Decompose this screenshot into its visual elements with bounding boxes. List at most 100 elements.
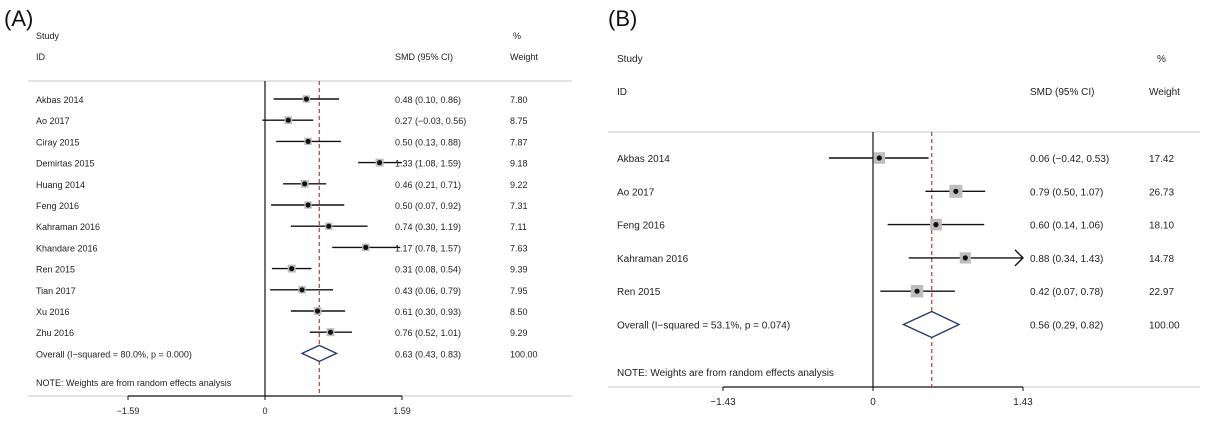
study-name: Ao 2017 <box>617 187 655 198</box>
header-smd: SMD (95% CI) <box>395 52 453 62</box>
header-id: ID <box>617 87 627 98</box>
study-point <box>914 288 920 294</box>
x-tick-label: 1.59 <box>393 406 411 416</box>
study-ci: 1.33 (1.08, 1.59) <box>395 159 461 169</box>
study-ci: 0.43 (0.06, 0.79) <box>395 286 461 296</box>
study-point <box>305 202 311 208</box>
x-tick-label: 1.43 <box>1013 397 1033 408</box>
study-point <box>962 255 968 261</box>
study-ci: 0.31 (0.08, 0.54) <box>395 265 461 275</box>
study-point <box>363 244 369 250</box>
header-weight: Weight <box>1149 87 1180 98</box>
study-point <box>876 155 882 161</box>
overall-weight: 100.00 <box>1149 321 1180 332</box>
header-weight: Weight <box>510 52 538 62</box>
study-weight: 9.22 <box>510 180 528 190</box>
header-percent: % <box>513 31 521 41</box>
study-ci: 0.88 (0.34, 1.43) <box>1030 254 1103 265</box>
study-name: Demirtas 2015 <box>36 159 95 169</box>
study-point <box>327 329 334 335</box>
header-percent: % <box>1157 54 1166 65</box>
overall-diamond <box>901 310 961 339</box>
x-tick-label: −1.43 <box>710 397 736 408</box>
study-point <box>314 308 321 314</box>
study-point <box>299 287 305 293</box>
study-weight: 7.63 <box>510 243 528 253</box>
study-weight: 7.31 <box>510 201 528 211</box>
study-name: Feng 2016 <box>617 221 665 232</box>
study-ci-arrow <box>1014 249 1024 267</box>
panel-label-a: (A) <box>4 6 34 31</box>
note-text: NOTE: Weights are from random effects an… <box>36 378 232 388</box>
note-text: NOTE: Weights are from random effects an… <box>617 368 834 379</box>
study-name: Xu 2016 <box>36 307 70 317</box>
study-ci: 0.61 (0.30, 0.93) <box>395 307 461 317</box>
study-name: Khandare 2016 <box>36 243 98 253</box>
overall-weight: 100.00 <box>510 349 538 359</box>
overall-ci: 0.56 (0.29, 0.82) <box>1030 321 1103 332</box>
study-name: Ao 2017 <box>36 116 70 126</box>
study-name: Ren 2015 <box>617 287 661 298</box>
study-name: Kahraman 2016 <box>617 254 689 265</box>
study-weight: 18.10 <box>1149 221 1174 232</box>
panel-label-b: (B) <box>608 6 638 31</box>
study-weight: 7.95 <box>510 286 528 296</box>
study-point <box>326 223 332 229</box>
overall-label: Overall (I−squared = 80.0%, p = 0.000) <box>36 349 192 359</box>
forest-plot-b-svg: Study ID SMD (95% CI)% Weight −1.43 0 1.43 Akba… <box>608 54 1200 408</box>
study-weight: 9.29 <box>510 328 528 338</box>
study-point <box>285 117 291 123</box>
study-point <box>289 266 295 272</box>
study-ci: 0.76 (0.52, 1.01) <box>395 328 461 338</box>
study-point <box>303 96 309 102</box>
overall-label: Overall (I−squared = 53.1%, p = 0.074) <box>617 321 790 332</box>
study-ci: 0.06 (−0.42, 0.53) <box>1030 154 1109 165</box>
study-name: Kahraman 2016 <box>36 222 100 232</box>
header-study: Study <box>617 54 643 65</box>
header-id: ID <box>36 52 46 62</box>
study-name: Zhu 2016 <box>36 328 74 338</box>
study-ci: 0.46 (0.21, 0.71) <box>395 180 461 190</box>
overall-ci: 0.63 (0.43, 0.83) <box>395 349 461 359</box>
study-name: Ciray 2015 <box>36 137 80 147</box>
forest-plot-a-svg: Study ID SMD (95% CI)% Weight −1.59 0 1.59 Akba… <box>28 31 572 416</box>
study-point <box>302 181 308 187</box>
study-name: Akbas 2014 <box>617 154 670 165</box>
study-point <box>305 138 311 144</box>
study-name: Feng 2016 <box>36 201 79 211</box>
x-tick-label: 0 <box>262 406 267 416</box>
overall-diamond <box>300 344 339 363</box>
study-weight: 14.78 <box>1149 254 1174 265</box>
study-weight: 9.39 <box>510 265 528 275</box>
x-tick-label: −1.59 <box>117 406 140 416</box>
study-weight: 22.97 <box>1149 287 1174 298</box>
study-ci: 0.60 (0.14, 1.06) <box>1030 221 1103 232</box>
study-ci: 0.50 (0.07, 0.92) <box>395 201 461 211</box>
study-ci: 0.74 (0.30, 1.19) <box>395 222 461 232</box>
study-weight: 26.73 <box>1149 187 1174 198</box>
study-weight: 17.42 <box>1149 154 1174 165</box>
study-name: Akbas 2014 <box>36 95 84 105</box>
study-name: Ren 2015 <box>36 265 75 275</box>
forest-plot-a: (A) Study ID SMD (95% CI)% Weight −1.59 0 1.59… <box>0 0 600 438</box>
study-point <box>376 160 383 166</box>
study-point <box>933 222 939 228</box>
study-ci: 0.50 (0.13, 0.88) <box>395 137 461 147</box>
study-name: Huang 2014 <box>36 180 85 190</box>
study-ci: 0.79 (0.50, 1.07) <box>1030 187 1103 198</box>
study-ci: 0.27 (−0.03, 0.56) <box>395 116 466 126</box>
study-ci: 0.48 (0.10, 0.86) <box>395 95 461 105</box>
header-study: Study <box>36 31 60 41</box>
forest-plot-b: (B) Study ID SMD (95% CI)% Weight −1.43 0 1.43… <box>605 0 1207 438</box>
study-point <box>953 188 959 194</box>
study-weight: 7.80 <box>510 95 528 105</box>
study-ci: 1.17 (0.78, 1.57) <box>395 243 461 253</box>
study-name: Tian 2017 <box>36 286 76 296</box>
study-weight: 8.75 <box>510 116 528 126</box>
study-weight: 8.50 <box>510 307 528 317</box>
x-tick-label: 0 <box>870 397 876 408</box>
study-weight: 9.18 <box>510 159 528 169</box>
study-weight: 7.87 <box>510 137 528 147</box>
study-ci: 0.42 (0.07, 0.78) <box>1030 287 1103 298</box>
header-smd: SMD (95% CI) <box>1030 87 1094 98</box>
